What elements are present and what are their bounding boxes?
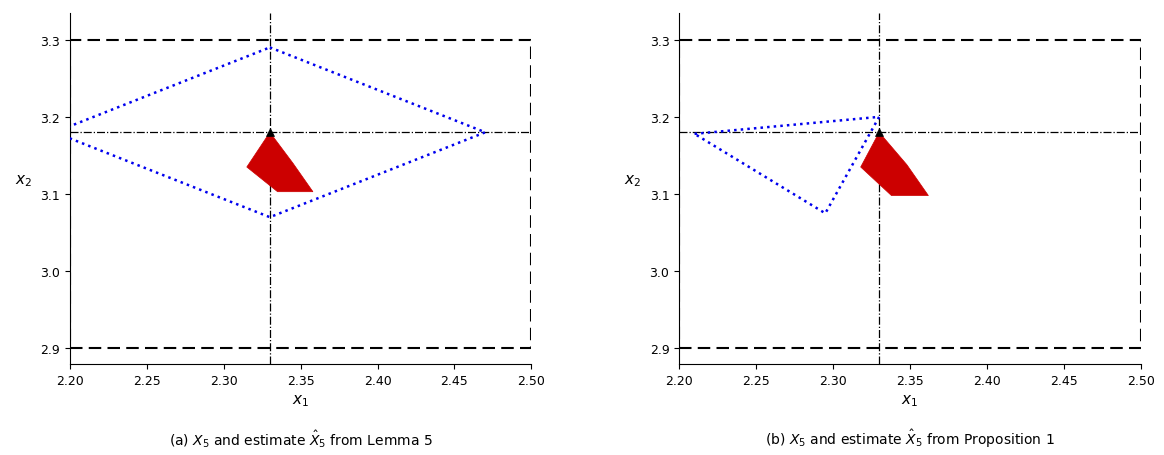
Text: (b) $X_5$ and estimate $\hat{X}_5$ from Proposition 1: (b) $X_5$ and estimate $\hat{X}_5$ from … xyxy=(765,427,1055,449)
X-axis label: $x_1$: $x_1$ xyxy=(292,392,310,408)
Text: (a) $X_5$ and estimate $\hat{X}_5$ from Lemma 5: (a) $X_5$ and estimate $\hat{X}_5$ from … xyxy=(169,427,433,449)
Y-axis label: $x_2$: $x_2$ xyxy=(15,173,33,189)
Polygon shape xyxy=(860,133,929,196)
X-axis label: $x_1$: $x_1$ xyxy=(901,392,918,408)
Polygon shape xyxy=(247,133,313,192)
Y-axis label: $x_2$: $x_2$ xyxy=(624,173,641,189)
